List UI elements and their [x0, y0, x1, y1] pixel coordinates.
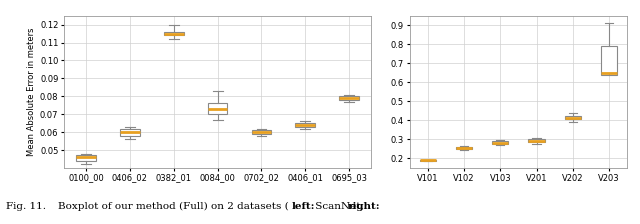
Y-axis label: Mean Absolute Error in meters: Mean Absolute Error in meters	[27, 28, 36, 156]
Text: right:: right:	[348, 202, 381, 211]
PathPatch shape	[456, 147, 472, 149]
PathPatch shape	[76, 155, 96, 161]
PathPatch shape	[564, 116, 581, 119]
PathPatch shape	[120, 129, 140, 136]
Text: Fig. 11.: Fig. 11.	[6, 202, 46, 211]
Text: left:: left:	[291, 202, 315, 211]
PathPatch shape	[208, 103, 227, 114]
Text: Boxplot of our method (Full) on 2 datasets (: Boxplot of our method (Full) on 2 datase…	[58, 202, 289, 211]
PathPatch shape	[252, 130, 271, 134]
PathPatch shape	[420, 160, 436, 161]
PathPatch shape	[339, 96, 359, 100]
Text: ScanNet,: ScanNet,	[312, 202, 367, 211]
PathPatch shape	[164, 32, 184, 35]
PathPatch shape	[296, 123, 316, 127]
PathPatch shape	[529, 139, 545, 142]
PathPatch shape	[601, 46, 617, 75]
PathPatch shape	[492, 141, 508, 144]
